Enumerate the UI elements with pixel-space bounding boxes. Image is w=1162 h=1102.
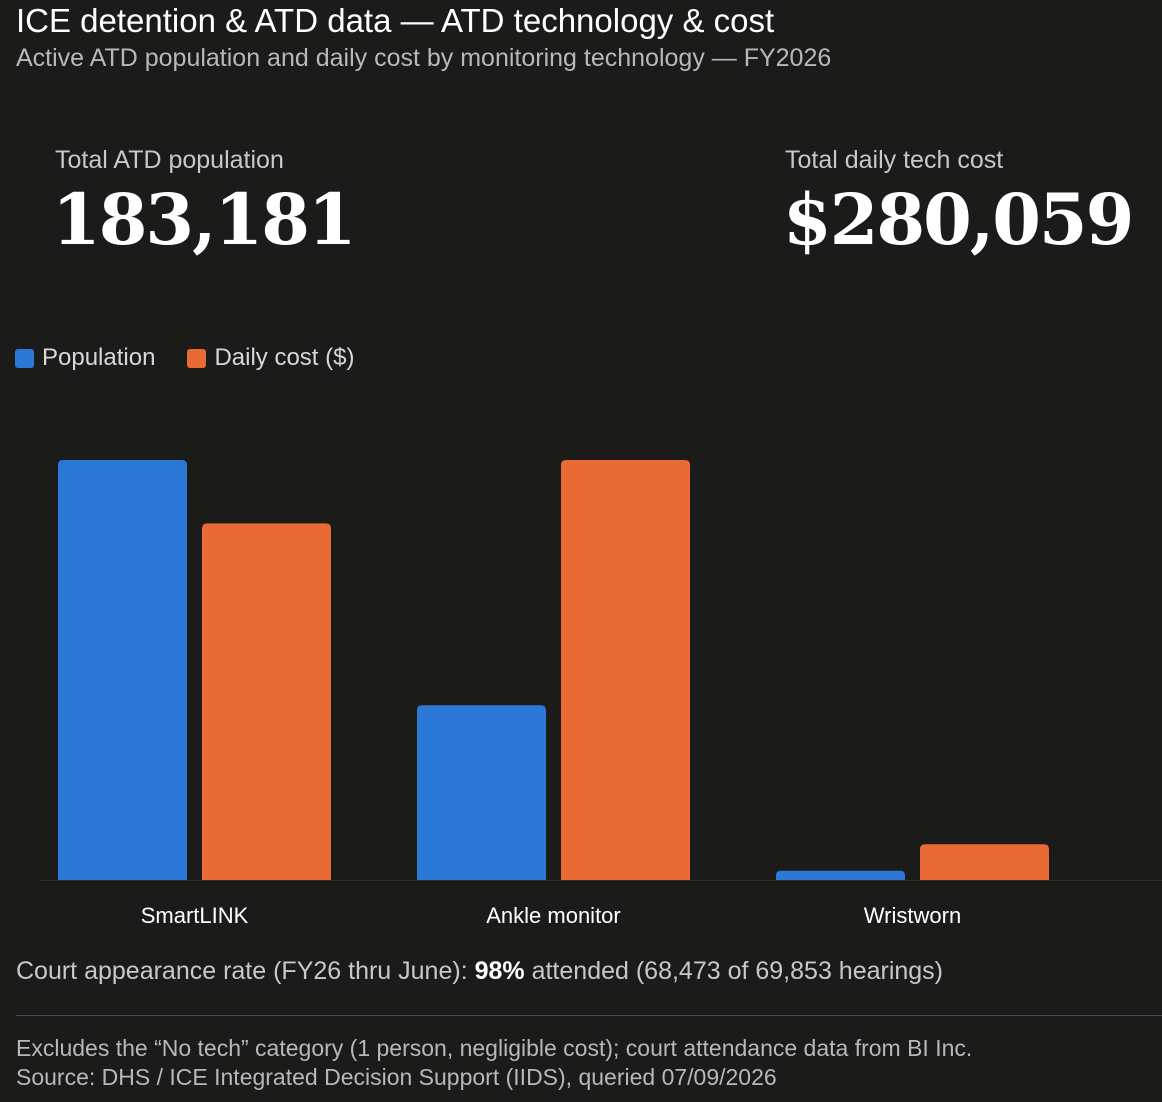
legend-swatch-population — [15, 348, 34, 368]
court-note-suffix: attended (68,473 of 69,853 hearings) — [524, 957, 944, 985]
legend-label-cost: Daily cost ($) — [214, 344, 355, 371]
legend-swatch-cost — [187, 348, 207, 368]
footer-divider — [16, 1015, 1162, 1016]
legend-item-cost: Daily cost ($) — [187, 344, 354, 372]
legend-label-population: Population — [42, 344, 156, 371]
exclusion-footnote: Excludes the “No tech” category (1 perso… — [16, 1035, 973, 1061]
x-tick-label: Wristworn — [864, 903, 961, 928]
page-title: ICE detention & ATD data — ATD technolog… — [16, 2, 775, 39]
page-subtitle: Active ATD population and daily cost by … — [16, 44, 832, 72]
legend-item-population: Population — [15, 344, 155, 372]
bar-chart: SmartLINK Ankle monitor Wristworn — [40, 460, 1162, 928]
population-kpi-value: 183,181 — [52, 178, 357, 261]
bar-cost-smartlink — [202, 523, 331, 880]
bar-cost-ankle-monitor — [561, 460, 690, 880]
court-note-prefix: Court appearance rate (FY26 thru June): — [16, 957, 475, 985]
source-footnote: Source: DHS / ICE Integrated Decision Su… — [16, 1064, 777, 1090]
court-appearance-note: Court appearance rate (FY26 thru June): … — [16, 957, 943, 986]
cost-kpi-value: $280,059 — [783, 178, 1134, 261]
cost-kpi-label: Total daily tech cost — [785, 146, 1004, 174]
bar-population-wristworn — [776, 870, 905, 880]
bar-population-ankle-monitor — [417, 705, 546, 880]
court-rate-value: 98% — [474, 957, 525, 985]
x-tick-label: SmartLINK — [141, 903, 249, 928]
bar-population-smartlink — [58, 460, 187, 880]
x-tick-label: Ankle monitor — [486, 903, 621, 928]
bar-cost-wristworn — [920, 844, 1049, 880]
chart-legend: Population Daily cost ($) — [15, 344, 386, 372]
population-kpi-label: Total ATD population — [55, 146, 284, 174]
